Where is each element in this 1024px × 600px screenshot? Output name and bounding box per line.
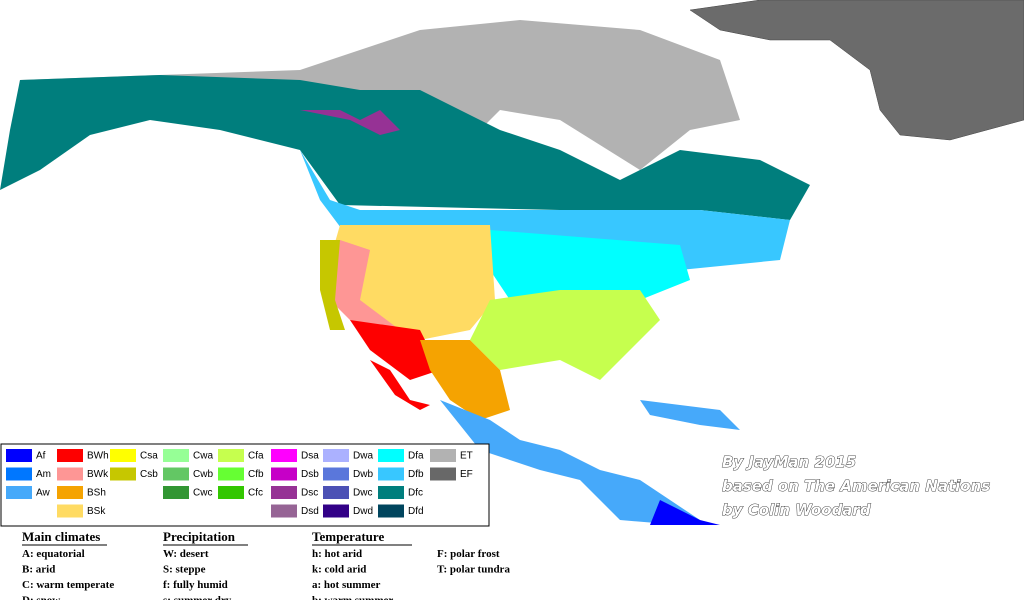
legend-swatch <box>323 504 349 518</box>
key-item: W: desert <box>163 548 209 560</box>
key-item: A: equatorial <box>22 548 85 560</box>
legend-swatch <box>378 449 404 462</box>
credit-line: By JayMan 2015 <box>722 453 856 471</box>
legend-swatch <box>378 467 404 481</box>
credit-line: by Colin Woodard <box>722 501 871 519</box>
map-shapes <box>0 0 1024 525</box>
legend-label: Dwa <box>353 451 373 462</box>
legend-swatch <box>57 449 83 462</box>
legend-label: Cfa <box>248 451 264 462</box>
legend-swatch <box>163 486 189 499</box>
legend-label: Csb <box>140 469 158 480</box>
legend-label: Dwc <box>353 488 372 499</box>
legend-label: Aw <box>36 488 50 499</box>
legend-swatch <box>6 467 32 481</box>
legend-label: Dwb <box>353 469 373 480</box>
legend-label: Dfa <box>408 451 424 462</box>
legend-swatch <box>430 449 456 462</box>
legend-label: BSh <box>87 488 106 499</box>
legend-label: Dfb <box>408 469 424 480</box>
legend-label: Cwb <box>193 469 213 480</box>
key: Main climates A: equatorial B: arid C: warm… <box>22 529 510 600</box>
key-heading: Main climates <box>22 529 100 544</box>
legend-label: Dsd <box>301 506 319 517</box>
legend-label: Dfc <box>408 488 423 499</box>
legend-label: BSk <box>87 506 106 517</box>
legend-swatch <box>271 486 297 499</box>
legend-swatch <box>57 486 83 499</box>
legend-swatch <box>430 467 456 481</box>
legend-swatch <box>110 449 136 462</box>
legend-label: Cfb <box>248 469 264 480</box>
legend-swatch <box>378 504 404 518</box>
legend-label: Csa <box>140 451 158 462</box>
legend-swatch <box>271 449 297 462</box>
legend-swatch <box>218 449 244 462</box>
key-item: F: polar frost <box>437 548 500 560</box>
legend: Af Am Aw BWh BWk BSh BSk Csa Csb Cwa Cwb Cwc Cfa Cfb C… <box>6 449 473 518</box>
legend-swatch <box>6 449 32 462</box>
legend-label: ET <box>460 451 473 462</box>
legend-swatch <box>323 486 349 499</box>
legend-swatch <box>163 449 189 462</box>
legend-swatch <box>271 467 297 481</box>
legend-swatch <box>218 467 244 481</box>
legend-swatch <box>6 486 32 499</box>
key-item: C: warm temperate <box>22 579 114 591</box>
key-item: b: warm summer <box>312 595 393 600</box>
legend-swatch <box>218 486 244 499</box>
key-item: D: snow <box>22 595 60 600</box>
legend-label: Dsc <box>301 488 318 499</box>
legend-label: Cwc <box>193 488 212 499</box>
legend-label: Cwa <box>193 451 213 462</box>
credits: By JayMan 2015 based on The American Nati… <box>722 453 991 520</box>
key-item: B: arid <box>22 564 55 576</box>
legend-label: Dwd <box>353 506 373 517</box>
legend-swatch <box>323 449 349 462</box>
legend-label: Dfd <box>408 506 424 517</box>
legend-label: Af <box>36 451 46 462</box>
key-item: f: fully humid <box>163 579 228 591</box>
credit-line: based on The American Nations <box>722 477 990 495</box>
legend-swatch <box>378 486 404 499</box>
legend-swatch <box>110 467 136 481</box>
key-item: S: steppe <box>163 564 206 576</box>
legend-label: BWh <box>87 451 109 462</box>
key-item: s: summer dry <box>163 595 232 600</box>
legend-swatch <box>271 504 297 518</box>
legend-swatch <box>57 504 83 518</box>
legend-label: Am <box>36 469 51 480</box>
key-item: h: hot arid <box>312 548 362 560</box>
key-heading: Precipitation <box>163 529 236 544</box>
legend-label: EF <box>460 469 473 480</box>
legend-swatch <box>57 467 83 481</box>
key-item: a: hot summer <box>312 579 381 591</box>
key-heading: Temperature <box>312 529 384 544</box>
key-item: k: cold arid <box>312 564 366 576</box>
legend-label: Dsa <box>301 451 319 462</box>
legend-label: BWk <box>87 469 109 480</box>
key-item: T: polar tundra <box>437 564 510 576</box>
legend-label: Cfc <box>248 488 263 499</box>
legend-swatch <box>323 467 349 481</box>
legend-swatch <box>163 467 189 481</box>
legend-label: Dsb <box>301 469 319 480</box>
